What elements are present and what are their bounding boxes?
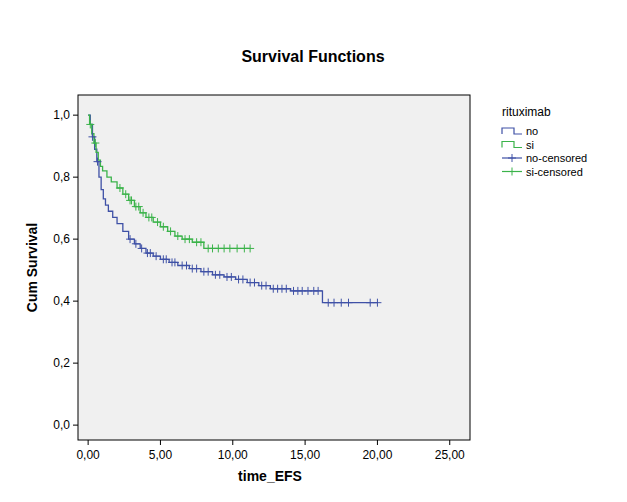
- y-tick-label: 1,0: [53, 108, 70, 122]
- x-tick-label: 0,00: [76, 448, 100, 462]
- censor-marker: [330, 299, 338, 307]
- survival-line: [88, 115, 250, 248]
- legend-label: no: [526, 125, 538, 137]
- censor-marker: [197, 238, 205, 246]
- survival-line: [88, 115, 377, 303]
- censor-marker: [91, 139, 99, 147]
- y-tick: [73, 239, 78, 240]
- censor-marker: [282, 285, 290, 293]
- censor-marker: [132, 240, 140, 248]
- legend-title: rituximab: [502, 105, 551, 119]
- y-tick-label: 0,2: [53, 356, 70, 370]
- plot-frame: [78, 95, 470, 440]
- data-group: [86, 115, 381, 307]
- censor-marker: [193, 265, 201, 273]
- censor-marker: [233, 244, 241, 252]
- x-tick: [88, 440, 89, 445]
- x-tick-label: 20,00: [362, 448, 392, 462]
- censor-marker: [128, 196, 136, 204]
- censor-marker: [174, 232, 182, 240]
- censor-marker: [227, 273, 235, 281]
- chart: Survival Functions 0,00 5,00 10,00 15,00 20,0…: [0, 0, 627, 502]
- plot-area: [78, 95, 470, 440]
- censor-marker: [262, 282, 270, 290]
- y-tick: [73, 425, 78, 426]
- censor-marker: [239, 275, 247, 283]
- x-tick-label: 10,00: [218, 448, 248, 462]
- censor-marker: [135, 203, 143, 211]
- censor-marker: [344, 299, 352, 307]
- y-tick: [73, 363, 78, 364]
- title: Survival Functions: [241, 48, 384, 65]
- censor-marker: [337, 299, 345, 307]
- censor-marker: [171, 258, 179, 266]
- y-tick-label: 0,4: [53, 294, 70, 308]
- y-tick: [73, 177, 78, 178]
- censor-marker: [185, 235, 193, 243]
- censor-marker: [373, 299, 381, 307]
- censor-marker: [167, 227, 175, 235]
- censor-marker: [250, 279, 258, 287]
- legend-label: si-censored: [526, 166, 583, 178]
- y-tick-label: 0,6: [53, 232, 70, 246]
- y-tick-label: 0,0: [53, 418, 70, 432]
- legend-label: no-censored: [526, 152, 587, 164]
- legend-swatch: [502, 128, 522, 134]
- x-tick: [305, 440, 306, 445]
- x-tick: [160, 440, 161, 445]
- x-tick-label: 15,00: [290, 448, 320, 462]
- x-tick: [377, 440, 378, 445]
- legend-label: si: [526, 139, 534, 151]
- y-tick: [73, 115, 78, 116]
- censor-marker: [152, 252, 160, 260]
- legend-swatch-marker: [508, 154, 516, 162]
- censor-marker: [138, 244, 146, 252]
- censor-marker: [314, 287, 322, 295]
- censor-marker: [139, 209, 147, 217]
- x-tick-label: 25,00: [435, 448, 465, 462]
- background: [0, 0, 627, 502]
- censor-marker: [94, 158, 102, 166]
- x-tick-label: 5,00: [149, 448, 173, 462]
- x-axis-label: time_EFS: [238, 468, 302, 484]
- x-tick: [232, 440, 233, 445]
- censor-marker: [122, 190, 130, 198]
- censor-marker: [126, 235, 134, 243]
- legend-swatch-marker: [508, 168, 516, 176]
- censor-marker: [204, 268, 212, 276]
- censor-marker: [226, 244, 234, 252]
- y-axis-label: Cum Survival: [24, 223, 40, 312]
- censor-marker: [86, 120, 94, 128]
- censor-marker: [154, 218, 162, 226]
- y-tick-label: 0,8: [53, 170, 70, 184]
- y-tick: [73, 301, 78, 302]
- x-tick: [449, 440, 450, 445]
- censor-marker: [116, 184, 124, 192]
- legend-swatch: [502, 142, 522, 148]
- censor-marker: [216, 271, 224, 279]
- censor-marker: [159, 223, 167, 231]
- censor-marker: [148, 213, 156, 221]
- censor-marker: [246, 244, 254, 252]
- censor-marker: [366, 299, 374, 307]
